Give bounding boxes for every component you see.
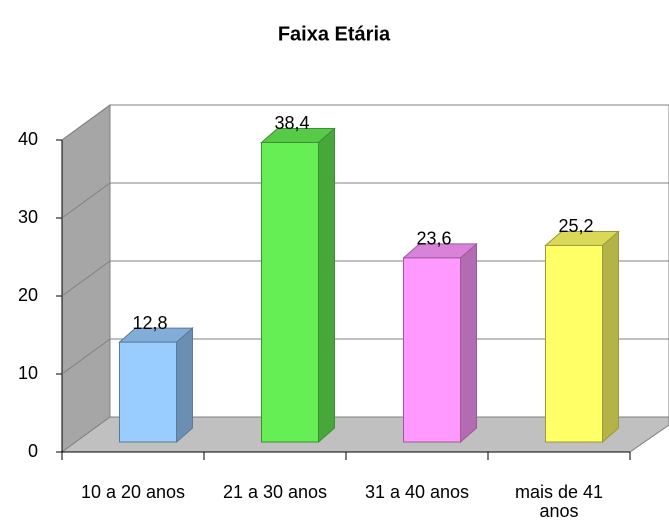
data-label: 12,8 <box>132 313 167 333</box>
x-separators <box>61 452 631 460</box>
bar <box>261 141 319 443</box>
bar-side <box>602 230 619 444</box>
y-tick-label: 30 <box>18 207 38 227</box>
bar-side <box>318 127 335 444</box>
grid-line <box>61 104 111 141</box>
y-tick-label: 10 <box>18 363 38 383</box>
bar <box>119 341 177 443</box>
bar-side <box>176 327 193 444</box>
x-tick-label: 10 a 20 anos <box>80 482 186 502</box>
data-label: 25,2 <box>558 216 593 236</box>
grid-line <box>61 338 111 375</box>
grid-line <box>61 182 111 219</box>
bar-side <box>460 242 477 444</box>
x-tick-label: 31 a 40 anos <box>364 482 470 502</box>
x-tick-label: mais de 41 anos <box>514 482 604 521</box>
chart-title: Faixa Etária <box>278 23 391 45</box>
bar <box>403 257 461 443</box>
data-label: 38,4 <box>274 113 309 133</box>
grid-line <box>61 260 111 297</box>
data-label: 23,6 <box>416 229 451 249</box>
bar <box>545 244 603 443</box>
y-tick-label: 0 <box>28 441 38 461</box>
y-tick-label: 40 <box>18 129 38 149</box>
x-tick-label: 21 a 30 anos <box>222 482 328 502</box>
y-tick-label: 20 <box>18 285 38 305</box>
